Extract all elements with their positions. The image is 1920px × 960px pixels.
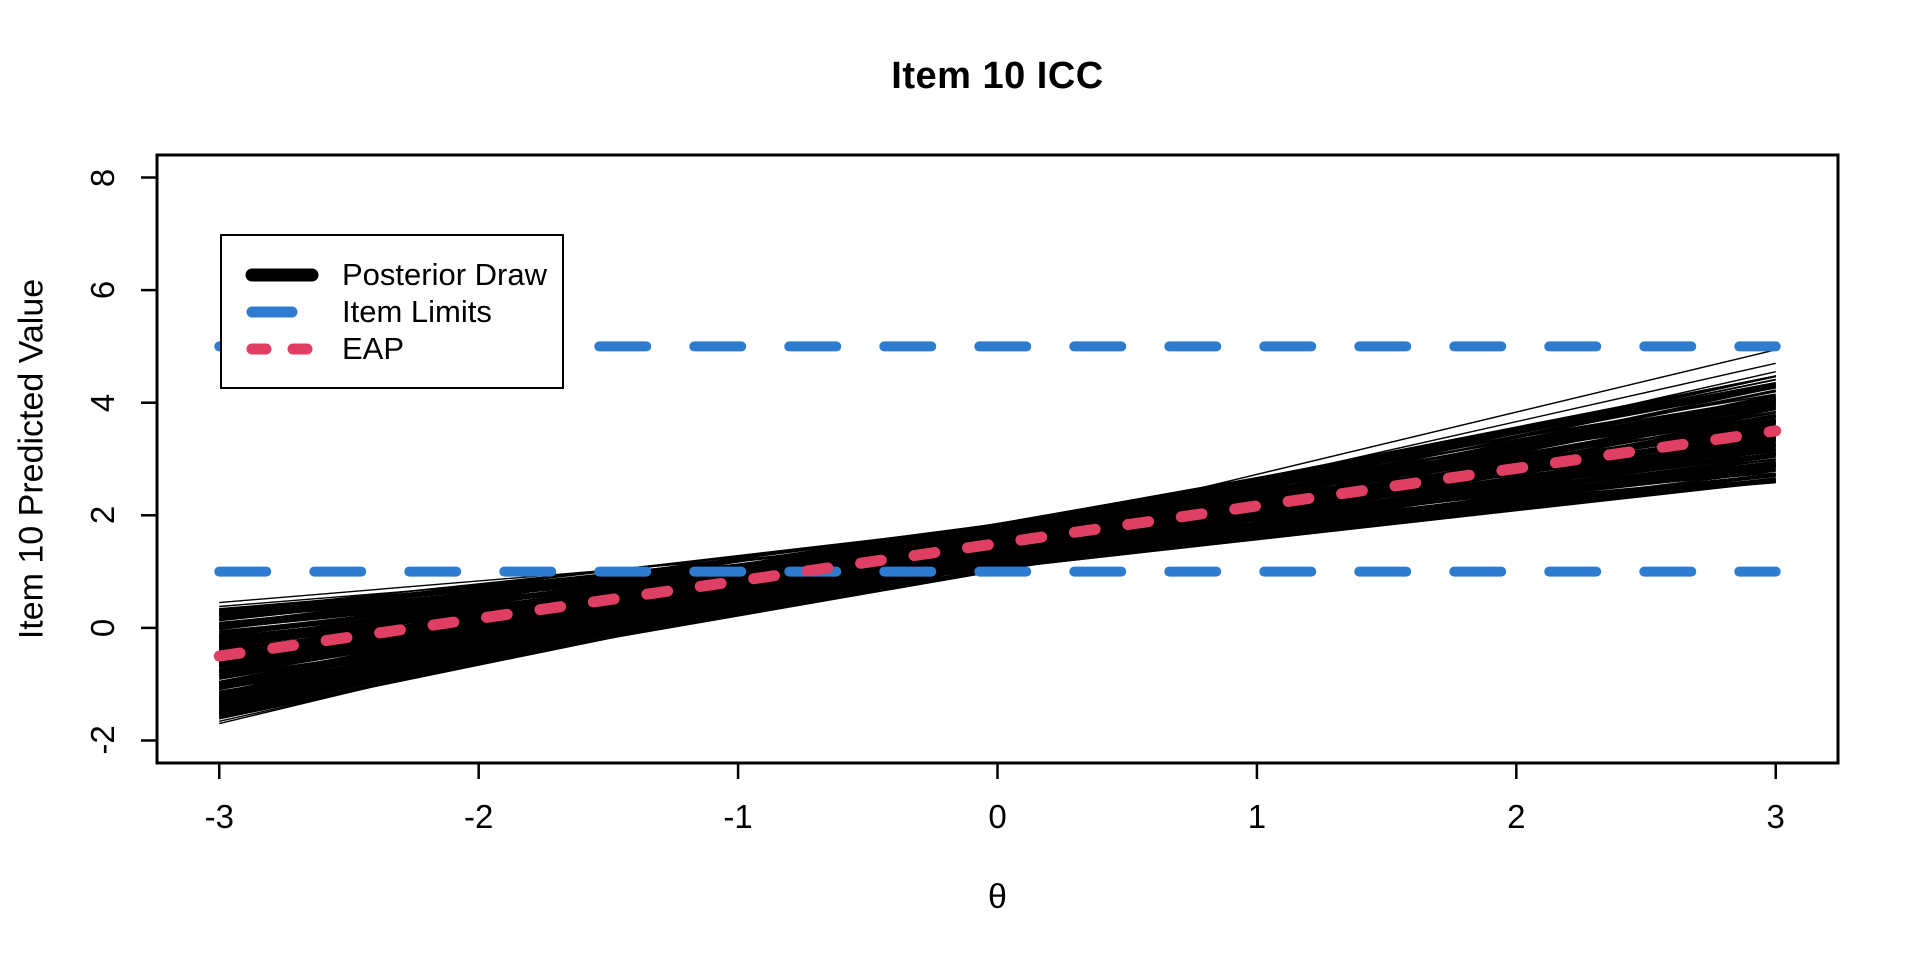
legend-sample-solid-line-icon: [245, 268, 319, 281]
posterior-draw-line: [219, 408, 1776, 707]
eap-line: [213, 425, 1782, 662]
y-tick-label: 6: [84, 280, 121, 300]
posterior-draw-line: [219, 442, 1776, 667]
x-tick-label: -1: [723, 798, 753, 835]
posterior-draw-line: [219, 382, 1776, 700]
posterior-draw-line: [219, 415, 1776, 689]
x-tick-label: 3: [1766, 798, 1785, 835]
legend-sample-short-dash-line-icon: [246, 343, 320, 354]
x-tick-label: 0: [988, 798, 1007, 835]
legend-item-label: Item Limits: [342, 294, 492, 329]
legend-row: Posterior Draw: [244, 256, 562, 293]
y-tick-label: 2: [84, 506, 121, 525]
x-tick-label: -3: [204, 798, 234, 835]
posterior-draw-line: [219, 404, 1776, 647]
y-tick-label: 8: [84, 168, 121, 187]
legend-item-label: EAP: [342, 331, 405, 366]
x-tick-label: 1: [1247, 798, 1267, 835]
x-tick-label: 2: [1507, 798, 1526, 835]
posterior-draw-line: [219, 480, 1776, 640]
chart-title: Item 10 ICC: [891, 55, 1104, 97]
legend: Posterior Draw Item Limits EAP: [220, 234, 564, 389]
posterior-draw-line: [219, 386, 1776, 715]
posterior-draw-outlier-line: [219, 479, 1776, 608]
legend-row: EAP: [244, 330, 562, 367]
plot-box: [155, 153, 1840, 765]
posterior-draw-outlier-line: [219, 481, 1776, 612]
x-tick-label: -2: [464, 798, 494, 835]
y-axis-label: Item 10 Predicted Value: [12, 278, 51, 640]
x-axis-label: θ: [988, 878, 1007, 916]
legend-sample-long-dash-line-icon: [246, 306, 320, 317]
posterior-draw-line: [219, 461, 1776, 628]
posterior-draw-outlier-line: [219, 349, 1776, 725]
posterior-draws-group: [219, 349, 1776, 725]
y-tick-label: -2: [84, 725, 121, 756]
y-tick-label: 4: [84, 393, 121, 412]
legend-row: Item Limits: [244, 293, 562, 330]
y-tick-label: 0: [84, 618, 121, 638]
legend-item-label: Posterior Draw: [342, 257, 547, 292]
posterior-draw-outlier-line: [219, 472, 1776, 604]
posterior-draw-line: [219, 448, 1776, 668]
